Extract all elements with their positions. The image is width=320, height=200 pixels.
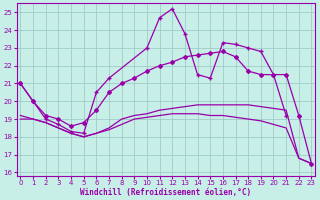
X-axis label: Windchill (Refroidissement éolien,°C): Windchill (Refroidissement éolien,°C): [80, 188, 252, 197]
